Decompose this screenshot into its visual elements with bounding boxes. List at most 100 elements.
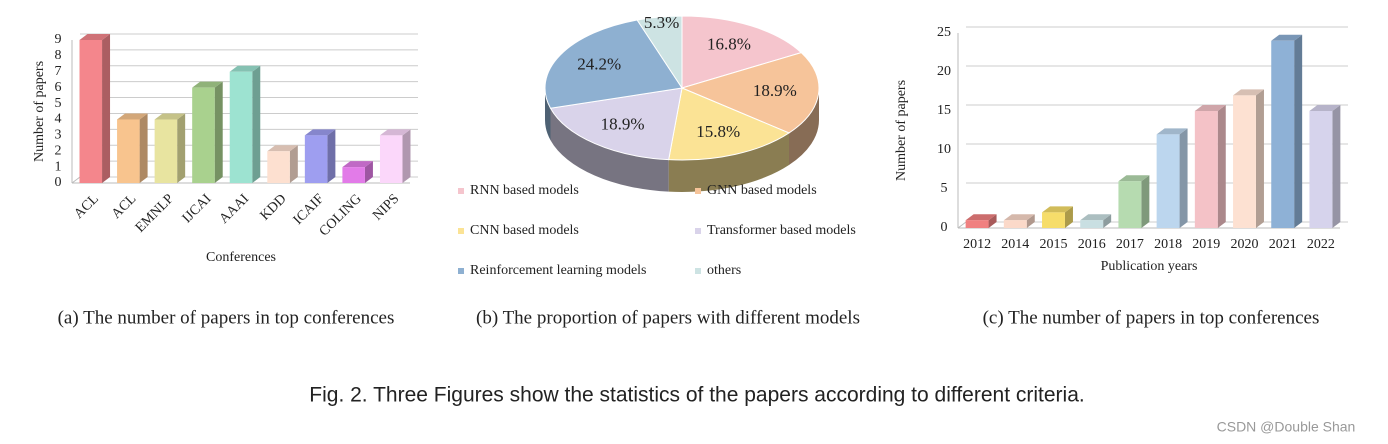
x-tick-label: 2019 bbox=[1192, 237, 1220, 252]
y-tick-label: 20 bbox=[937, 64, 951, 79]
legend-swatch bbox=[695, 228, 701, 234]
bar-side bbox=[1179, 128, 1188, 228]
bar bbox=[79, 40, 103, 183]
x-tick-label: 2015 bbox=[1040, 237, 1068, 252]
y-tick-label: 0 bbox=[55, 175, 62, 190]
bar-side bbox=[1064, 206, 1073, 228]
pie-slice bbox=[680, 52, 820, 134]
y-tick-label: 1 bbox=[55, 159, 62, 174]
bar-side bbox=[1294, 34, 1303, 228]
y-axis-label: Number of papers bbox=[894, 80, 909, 181]
data-label: 16.8% bbox=[707, 35, 751, 54]
pie-slice bbox=[668, 87, 791, 161]
y-tick-label: 8 bbox=[55, 48, 62, 63]
x-tick-label: 2012 bbox=[963, 237, 991, 252]
chart-caption: (c) The number of papers in top conferen… bbox=[983, 307, 1320, 328]
legend-swatch bbox=[458, 188, 464, 194]
bar bbox=[267, 151, 290, 183]
x-tick-label: 2017 bbox=[1116, 237, 1144, 252]
bar-side bbox=[1103, 214, 1112, 228]
bar-top bbox=[1042, 206, 1073, 213]
bar-top bbox=[1271, 34, 1303, 41]
data-label: 5.3% bbox=[644, 13, 679, 32]
axis-line bbox=[957, 221, 967, 229]
x-tick-label: 2016 bbox=[1078, 237, 1106, 252]
bar-side bbox=[327, 129, 336, 183]
x-tick-label: EMNLP bbox=[133, 191, 177, 235]
bar-top bbox=[342, 161, 373, 168]
bar bbox=[1233, 95, 1256, 229]
bar-side bbox=[214, 81, 223, 183]
legend-swatch bbox=[695, 268, 701, 274]
x-tick-label: IJCAI bbox=[180, 191, 215, 226]
x-tick-label: ACL bbox=[71, 191, 101, 221]
bar-top bbox=[1309, 105, 1341, 111]
bar-top bbox=[192, 81, 223, 88]
y-tick-label: 6 bbox=[55, 80, 62, 95]
bar bbox=[229, 71, 253, 183]
y-tick-label: 25 bbox=[937, 25, 951, 40]
bar bbox=[965, 220, 989, 228]
bar-side bbox=[988, 214, 997, 228]
x-axis-label: Publication years bbox=[1101, 259, 1198, 274]
y-tick-label: 5 bbox=[55, 96, 62, 111]
bar-side bbox=[177, 113, 186, 183]
y-tick-label: 3 bbox=[55, 128, 62, 143]
bar-top bbox=[965, 214, 997, 221]
bar-side bbox=[102, 34, 111, 183]
x-tick-label: AAAI bbox=[217, 191, 253, 227]
data-label: 18.9% bbox=[753, 81, 797, 100]
pie-slice bbox=[544, 19, 683, 109]
bar bbox=[1194, 111, 1218, 228]
bar-side bbox=[1255, 89, 1264, 229]
bar bbox=[1080, 220, 1104, 228]
pie-side bbox=[545, 88, 551, 141]
bar-top bbox=[1156, 128, 1188, 135]
x-tick-label: 2014 bbox=[1001, 237, 1029, 252]
bar bbox=[1271, 40, 1295, 228]
legend-swatch bbox=[458, 268, 464, 274]
bar bbox=[154, 119, 178, 183]
x-tick-label: 2018 bbox=[1154, 237, 1182, 252]
pie-side bbox=[788, 88, 819, 165]
bar-top bbox=[1233, 89, 1264, 96]
bar-side bbox=[1332, 105, 1341, 228]
y-tick-label: 10 bbox=[937, 142, 951, 157]
legend-label: CNN based models bbox=[470, 223, 579, 238]
bar-side bbox=[139, 113, 148, 183]
x-tick-label: KDD bbox=[258, 191, 290, 223]
pie-slice bbox=[681, 15, 803, 89]
y-tick-label: 15 bbox=[937, 103, 951, 118]
bar-top bbox=[267, 145, 298, 152]
data-label: 15.8% bbox=[696, 122, 740, 141]
bar bbox=[304, 135, 328, 183]
bar-top bbox=[379, 129, 411, 136]
legend-label: GNN based models bbox=[707, 183, 817, 198]
bar bbox=[192, 87, 215, 183]
x-tick-label: COLING bbox=[317, 191, 365, 239]
bar-top bbox=[117, 113, 148, 120]
bar-side bbox=[402, 129, 411, 183]
bar-side bbox=[252, 65, 261, 183]
bar bbox=[1309, 111, 1333, 228]
bar-top bbox=[154, 113, 186, 120]
bar bbox=[1042, 212, 1065, 228]
watermark: CSDN @Double Shan bbox=[1217, 419, 1356, 435]
bar-top bbox=[79, 34, 111, 40]
x-tick-label: NIPS bbox=[370, 191, 402, 223]
chart-caption: (b) The proportion of papers with differ… bbox=[476, 307, 860, 328]
chart-caption: (a) The number of papers in top conferen… bbox=[58, 307, 395, 328]
bar-top bbox=[229, 65, 261, 72]
data-label: 24.2% bbox=[577, 54, 621, 73]
y-tick-label: 9 bbox=[55, 32, 62, 47]
x-axis-label: Conferences bbox=[206, 250, 276, 265]
bar bbox=[379, 135, 403, 183]
bar-side bbox=[289, 145, 298, 183]
bar-top bbox=[1080, 214, 1112, 221]
bar bbox=[342, 167, 365, 183]
y-tick-label: 7 bbox=[55, 64, 62, 79]
legend-label: Reinforcement learning models bbox=[470, 263, 647, 278]
legend-label: others bbox=[707, 263, 741, 278]
axis-line bbox=[71, 176, 81, 184]
